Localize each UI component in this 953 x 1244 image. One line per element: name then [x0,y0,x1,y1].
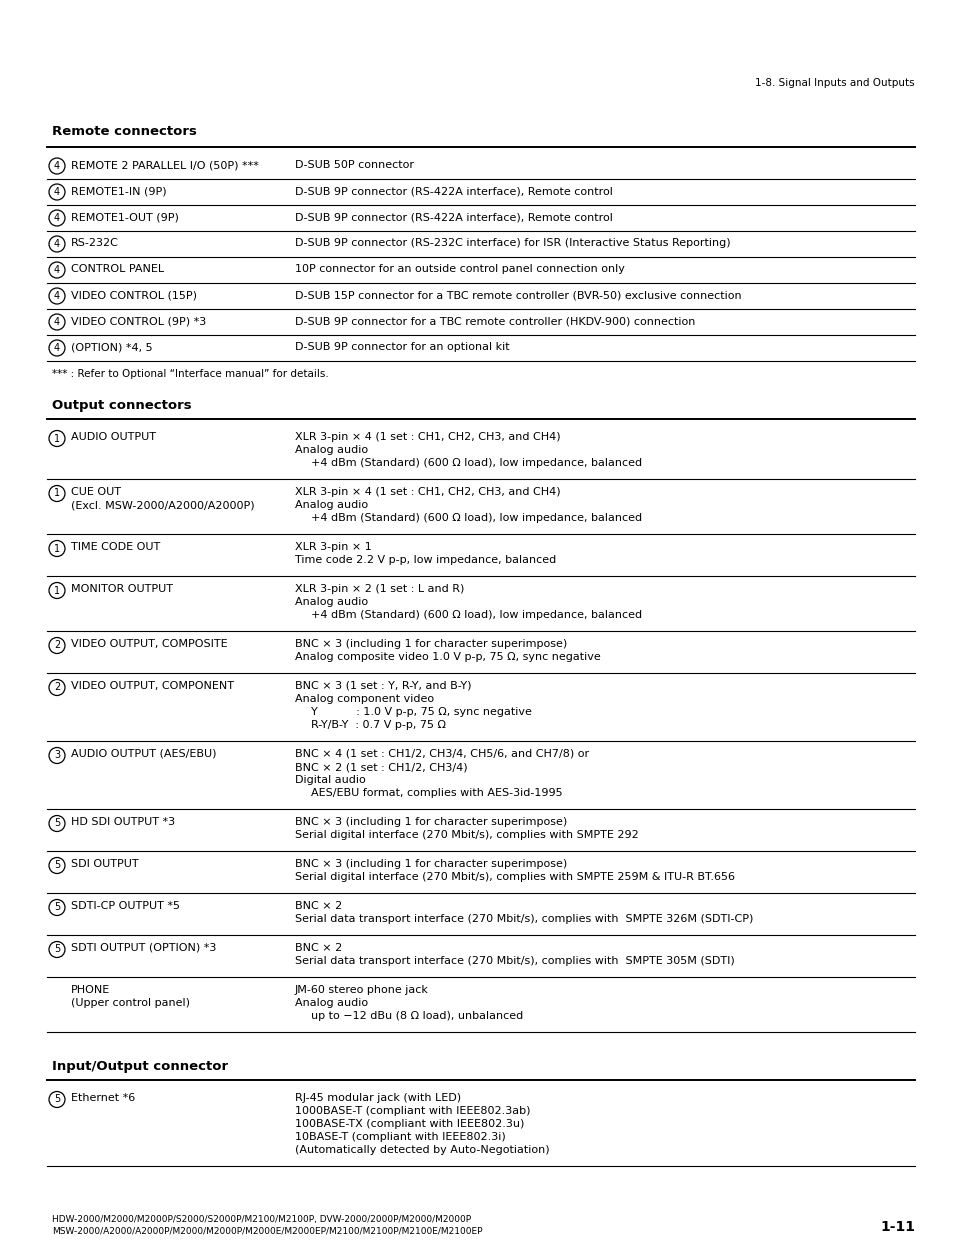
Text: +4 dBm (Standard) (600 Ω load), low impedance, balanced: +4 dBm (Standard) (600 Ω load), low impe… [311,458,641,468]
Text: BNC × 3 (including 1 for character superimpose): BNC × 3 (including 1 for character super… [294,639,567,649]
Text: CUE OUT: CUE OUT [71,486,121,498]
Text: 4: 4 [54,213,60,223]
Text: TIME CODE OUT: TIME CODE OUT [71,542,160,552]
Text: BNC × 3 (including 1 for character superimpose): BNC × 3 (including 1 for character super… [294,817,567,827]
Text: VIDEO CONTROL (15P): VIDEO CONTROL (15P) [71,291,196,301]
Text: 100BASE-TX (compliant with IEEE802.3u): 100BASE-TX (compliant with IEEE802.3u) [294,1120,524,1130]
Text: (Automatically detected by Auto-Negotiation): (Automatically detected by Auto-Negotiat… [294,1144,549,1154]
Text: VIDEO OUTPUT, COMPONENT: VIDEO OUTPUT, COMPONENT [71,680,233,690]
Text: BNC × 2: BNC × 2 [294,943,342,953]
Text: 4: 4 [54,187,60,197]
Text: MSW-2000/A2000/A2000P/M2000/M2000P/M2000E/M2000EP/M2100/M2100P/M2100E/M2100EP: MSW-2000/A2000/A2000P/M2000/M2000P/M2000… [52,1227,482,1235]
Text: D-SUB 9P connector for an optional kit: D-SUB 9P connector for an optional kit [294,342,509,352]
Text: 1-11: 1-11 [879,1220,914,1234]
Text: Serial data transport interface (270 Mbit/s), complies with  SMPTE 326M (SDTI-CP: Serial data transport interface (270 Mbi… [294,914,753,924]
Text: (OPTION) *4, 5: (OPTION) *4, 5 [71,342,152,352]
Text: D-SUB 9P connector for a TBC remote controller (HKDV-900) connection: D-SUB 9P connector for a TBC remote cont… [294,316,695,326]
Text: REMOTE1-OUT (9P): REMOTE1-OUT (9P) [71,213,179,223]
Text: 1000BASE-T (compliant with IEEE802.3ab): 1000BASE-T (compliant with IEEE802.3ab) [294,1106,530,1116]
Text: Y           : 1.0 V p-p, 75 Ω, sync negative: Y : 1.0 V p-p, 75 Ω, sync negative [311,707,532,717]
Text: VIDEO CONTROL (9P) *3: VIDEO CONTROL (9P) *3 [71,316,206,326]
Text: 4: 4 [54,291,60,301]
Text: 5: 5 [53,944,60,954]
Text: 1-8. Signal Inputs and Outputs: 1-8. Signal Inputs and Outputs [755,78,914,88]
Text: AES/EBU format, complies with AES-3id-1995: AES/EBU format, complies with AES-3id-19… [311,787,562,797]
Text: RJ-45 modular jack (with LED): RJ-45 modular jack (with LED) [294,1093,460,1103]
Text: RS-232C: RS-232C [71,239,119,249]
Text: XLR 3-pin × 2 (1 set : L and R): XLR 3-pin × 2 (1 set : L and R) [294,583,464,593]
Text: 1: 1 [54,489,60,499]
Text: 2: 2 [53,683,60,693]
Text: 3: 3 [54,750,60,760]
Text: BNC × 3 (including 1 for character superimpose): BNC × 3 (including 1 for character super… [294,860,567,870]
Text: +4 dBm (Standard) (600 Ω load), low impedance, balanced: +4 dBm (Standard) (600 Ω load), low impe… [311,610,641,620]
Text: 4: 4 [54,317,60,327]
Text: MONITOR OUTPUT: MONITOR OUTPUT [71,583,172,593]
Text: 5: 5 [53,819,60,829]
Text: Serial data transport interface (270 Mbit/s), complies with  SMPTE 305M (SDTI): Serial data transport interface (270 Mbi… [294,955,734,967]
Text: Input/Output connector: Input/Output connector [52,1060,228,1074]
Text: *** : Refer to Optional “Interface manual” for details.: *** : Refer to Optional “Interface manua… [52,369,329,379]
Text: BNC × 2 (1 set : CH1/2, CH3/4): BNC × 2 (1 set : CH1/2, CH3/4) [294,763,467,773]
Text: XLR 3-pin × 4 (1 set : CH1, CH2, CH3, and CH4): XLR 3-pin × 4 (1 set : CH1, CH2, CH3, an… [294,432,560,442]
Text: 5: 5 [53,861,60,871]
Text: Output connectors: Output connectors [52,399,192,412]
Text: BNC × 3 (1 set : Y, R-Y, and B-Y): BNC × 3 (1 set : Y, R-Y, and B-Y) [294,680,471,690]
Text: D-SUB 15P connector for a TBC remote controller (BVR-50) exclusive connection: D-SUB 15P connector for a TBC remote con… [294,291,740,301]
Text: CONTROL PANEL: CONTROL PANEL [71,265,164,275]
Text: 4: 4 [54,160,60,170]
Text: REMOTE1-IN (9P): REMOTE1-IN (9P) [71,187,167,197]
Text: (Upper control panel): (Upper control panel) [71,998,190,1008]
Text: AUDIO OUTPUT: AUDIO OUTPUT [71,432,156,442]
Text: up to −12 dBu (8 Ω load), unbalanced: up to −12 dBu (8 Ω load), unbalanced [311,1011,522,1021]
Text: HDW-2000/M2000/M2000P/S2000/S2000P/M2100/M2100P, DVW-2000/2000P/M2000/M2000P: HDW-2000/M2000/M2000P/S2000/S2000P/M2100… [52,1215,471,1224]
Text: 1: 1 [54,586,60,596]
Text: 5: 5 [53,902,60,913]
Text: 1: 1 [54,544,60,554]
Text: +4 dBm (Standard) (600 Ω load), low impedance, balanced: +4 dBm (Standard) (600 Ω load), low impe… [311,513,641,522]
Text: JM-60 stereo phone jack: JM-60 stereo phone jack [294,985,429,995]
Text: Analog audio: Analog audio [294,445,368,455]
Text: SDTI OUTPUT (OPTION) *3: SDTI OUTPUT (OPTION) *3 [71,943,216,953]
Text: SDI OUTPUT: SDI OUTPUT [71,860,138,870]
Text: Remote connectors: Remote connectors [52,124,196,138]
Text: R-Y/B-Y  : 0.7 V p-p, 75 Ω: R-Y/B-Y : 0.7 V p-p, 75 Ω [311,720,446,730]
Text: PHONE: PHONE [71,985,111,995]
Text: 4: 4 [54,265,60,275]
Text: XLR 3-pin × 1: XLR 3-pin × 1 [294,542,372,552]
Text: AUDIO OUTPUT (AES/EBU): AUDIO OUTPUT (AES/EBU) [71,749,216,759]
Text: Analog composite video 1.0 V p-p, 75 Ω, sync negative: Analog composite video 1.0 V p-p, 75 Ω, … [294,652,600,662]
Text: Digital audio: Digital audio [294,775,365,785]
Text: 10P connector for an outside control panel connection only: 10P connector for an outside control pan… [294,265,624,275]
Text: 2: 2 [53,641,60,651]
Text: SDTI-CP OUTPUT *5: SDTI-CP OUTPUT *5 [71,901,180,911]
Text: (Excl. MSW-2000/A2000/A2000P): (Excl. MSW-2000/A2000/A2000P) [71,500,254,510]
Text: Analog audio: Analog audio [294,597,368,607]
Text: REMOTE 2 PARALLEL I/O (50P) ***: REMOTE 2 PARALLEL I/O (50P) *** [71,160,258,170]
Text: 4: 4 [54,239,60,249]
Text: Ethernet *6: Ethernet *6 [71,1093,135,1103]
Text: D-SUB 9P connector (RS-422A interface), Remote control: D-SUB 9P connector (RS-422A interface), … [294,213,612,223]
Text: Serial digital interface (270 Mbit/s), complies with SMPTE 259M & ITU-R BT.656: Serial digital interface (270 Mbit/s), c… [294,872,734,882]
Text: Analog audio: Analog audio [294,998,368,1008]
Text: BNC × 4 (1 set : CH1/2, CH3/4, CH5/6, and CH7/8) or: BNC × 4 (1 set : CH1/2, CH3/4, CH5/6, an… [294,749,589,759]
Text: D-SUB 9P connector (RS-232C interface) for ISR (Interactive Status Reporting): D-SUB 9P connector (RS-232C interface) f… [294,239,730,249]
Text: Analog audio: Analog audio [294,500,368,510]
Text: 10BASE-T (compliant with IEEE802.3i): 10BASE-T (compliant with IEEE802.3i) [294,1132,505,1142]
Text: Serial digital interface (270 Mbit/s), complies with SMPTE 292: Serial digital interface (270 Mbit/s), c… [294,830,639,840]
Text: Analog component video: Analog component video [294,694,434,704]
Text: D-SUB 9P connector (RS-422A interface), Remote control: D-SUB 9P connector (RS-422A interface), … [294,187,612,197]
Text: 4: 4 [54,343,60,353]
Text: Time code 2.2 V p-p, low impedance, balanced: Time code 2.2 V p-p, low impedance, bala… [294,555,556,565]
Text: 1: 1 [54,433,60,444]
Text: D-SUB 50P connector: D-SUB 50P connector [294,160,414,170]
Text: BNC × 2: BNC × 2 [294,901,342,911]
Text: XLR 3-pin × 4 (1 set : CH1, CH2, CH3, and CH4): XLR 3-pin × 4 (1 set : CH1, CH2, CH3, an… [294,486,560,498]
Text: VIDEO OUTPUT, COMPOSITE: VIDEO OUTPUT, COMPOSITE [71,639,228,649]
Text: HD SDI OUTPUT *3: HD SDI OUTPUT *3 [71,817,175,827]
Text: 5: 5 [53,1095,60,1105]
